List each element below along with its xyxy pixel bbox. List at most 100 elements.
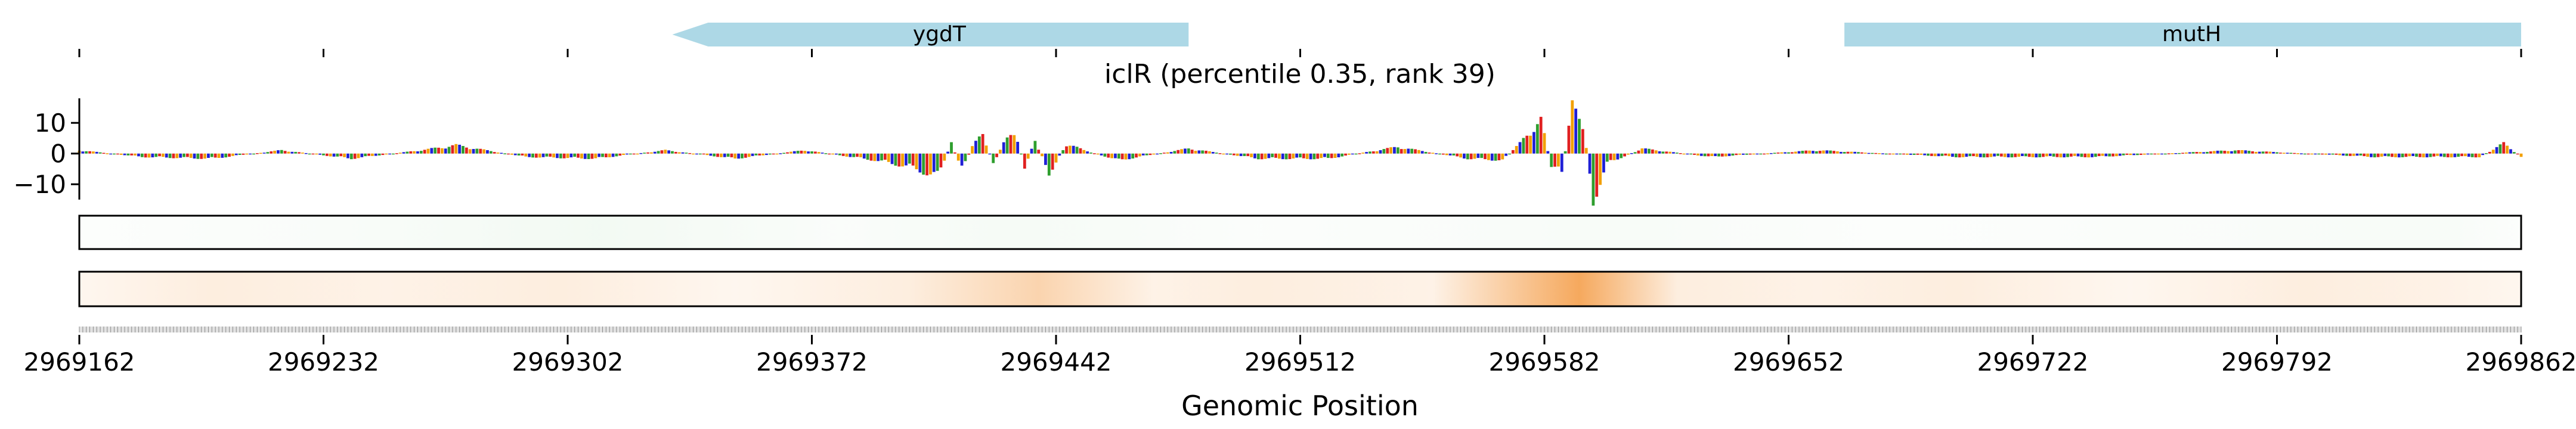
logo-mark (1386, 148, 1389, 154)
logo-mark (1044, 153, 1047, 165)
logo-mark (2282, 153, 2286, 154)
logo-mark (2481, 153, 2485, 156)
logo-mark (915, 153, 918, 170)
logo-mark (489, 151, 493, 154)
logo-mark (1079, 148, 1082, 154)
logo-mark (2436, 153, 2439, 156)
logo-mark (1058, 153, 1061, 156)
logo-mark (259, 153, 262, 154)
logo-mark (1323, 153, 1326, 157)
logo-mark (2219, 150, 2223, 154)
logo-mark (521, 153, 524, 156)
logo-mark (1592, 153, 1595, 206)
y-tick-label: 0 (50, 139, 66, 169)
logo-mark (2275, 152, 2278, 154)
logo-mark (2467, 153, 2470, 157)
logo-mark (2244, 150, 2247, 154)
logo-mark (1829, 150, 1832, 154)
logo-mark (1602, 153, 1605, 173)
logo-mark (1016, 142, 1020, 154)
logo-mark (1766, 153, 1769, 154)
logo-mark (2324, 153, 2327, 155)
logo-mark (2174, 153, 2178, 154)
logo-mark (1699, 153, 1703, 156)
logo-mark (2087, 153, 2090, 158)
logo-mark (2146, 153, 2150, 155)
logo-mark (1933, 153, 1937, 157)
logo-mark (371, 153, 374, 156)
logo-mark (2255, 151, 2258, 154)
logo-mark (1843, 152, 1846, 154)
logo-mark (1727, 153, 1731, 156)
logo-mark (1417, 150, 1420, 154)
logo-mark (1884, 153, 1888, 155)
logo-mark (2258, 151, 2261, 154)
logo-mark (242, 153, 245, 155)
logo-mark (1891, 153, 1895, 155)
logo-mark (946, 151, 950, 154)
logo-mark (772, 153, 775, 155)
logo-mark (98, 152, 102, 154)
logo-mark (1463, 153, 1466, 159)
logo-mark (880, 153, 883, 161)
logo-mark (597, 153, 601, 157)
logo-mark (2091, 153, 2094, 157)
logo-mark (249, 153, 252, 155)
logo-mark (1972, 153, 1975, 157)
logo-mark (2411, 153, 2415, 156)
logo-mark (741, 153, 744, 158)
logo-mark (1501, 153, 1504, 160)
logo-mark (877, 153, 880, 161)
logo-mark (2038, 153, 2042, 157)
logo-mark (2373, 153, 2376, 158)
logo-mark (2104, 153, 2108, 157)
logo-mark (1735, 153, 1738, 156)
logo-mark (1222, 153, 1225, 155)
logo-mark (2178, 153, 2181, 154)
logo-mark (1940, 153, 1944, 156)
logo-mark (1396, 147, 1400, 154)
logo-mark (2488, 151, 2491, 154)
logo-mark (1494, 153, 1497, 161)
logo-mark (441, 148, 444, 154)
logo-mark (1086, 151, 1089, 154)
logo-mark (720, 153, 723, 157)
logo-mark (210, 153, 213, 157)
logo-mark (1742, 153, 1745, 155)
logo-mark (626, 153, 628, 155)
logo-mark (217, 153, 221, 158)
logo-mark (465, 147, 468, 154)
logo-mark (995, 153, 998, 157)
logo-mark (1305, 153, 1309, 159)
logo-mark (528, 153, 531, 157)
logo-mark (1023, 153, 1026, 169)
logo-mark (1553, 153, 1556, 167)
logo-mark (660, 150, 664, 154)
logo-mark (1661, 151, 1665, 154)
logo-mark (2209, 151, 2212, 154)
logo-mark (1832, 151, 1835, 154)
logo-mark (447, 147, 451, 154)
logo-mark (1469, 153, 1473, 160)
logo-mark (1574, 108, 1578, 154)
logo-mark (883, 153, 887, 160)
logo-mark (604, 153, 608, 157)
logo-mark (1627, 153, 1630, 155)
logo-mark (2415, 153, 2418, 157)
logo-mark (618, 153, 622, 156)
logo-mark (1567, 125, 1571, 154)
logo-mark (2216, 150, 2219, 154)
logo-mark (1710, 153, 1714, 156)
logo-mark (723, 153, 726, 157)
logo-mark (653, 151, 657, 154)
logo-mark (573, 153, 577, 157)
logo-mark (1299, 153, 1302, 158)
logo-mark (1410, 148, 1414, 154)
logo-mark (1476, 153, 1480, 158)
logo-mark (1114, 153, 1117, 158)
logo-mark (1731, 153, 1735, 156)
logo-mark (866, 153, 869, 160)
logo-mark (1267, 153, 1271, 158)
logo-mark (2115, 153, 2118, 157)
